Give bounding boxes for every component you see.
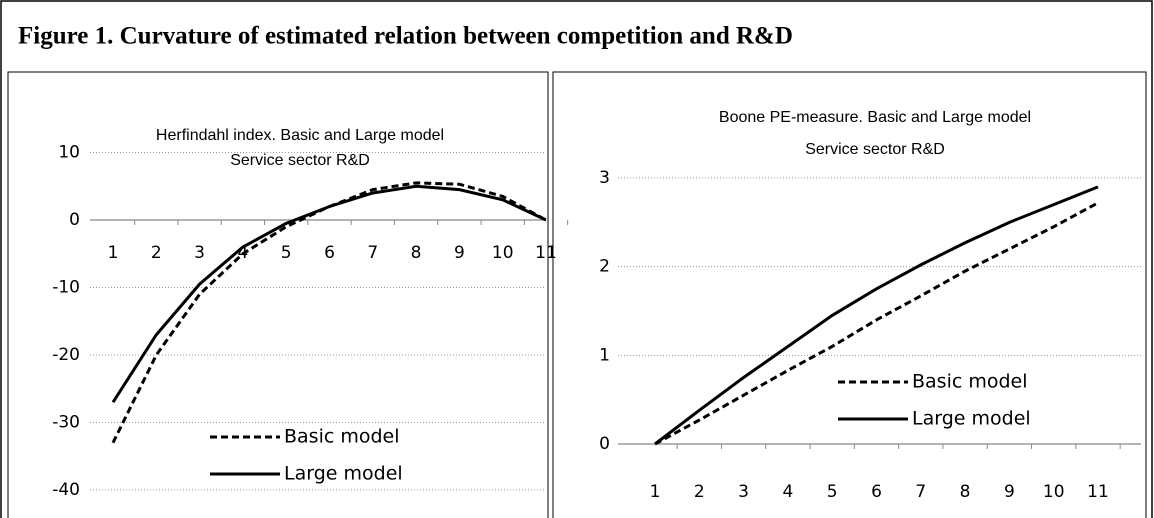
panel-border [7,71,549,518]
line-series [654,185,1099,446]
x-tick-label: 7 [915,482,926,502]
chart-subtitle: Service sector R&D [805,141,945,158]
legend-label: Basic model [912,371,1028,393]
x-tick-label: 9 [454,243,465,263]
chart-subtitle: Service sector R&D [230,152,370,169]
x-tick-label: 1 [650,482,661,502]
legend-label: Basic model [284,426,400,448]
chart-title: Herfindahl index. Basic and Large model [156,127,444,144]
y-tick-label: 2 [599,257,610,277]
y-tick-label: 1 [599,345,610,365]
legend-label: Large model [284,463,403,485]
line-series [111,184,547,404]
legend-label: Large model [912,408,1031,430]
x-tick-label: 3 [738,482,749,502]
x-tick-label: 7 [367,243,378,263]
panel-border [552,71,1147,518]
y-tick-label: 0 [69,210,80,230]
y-tick-label: 3 [599,168,610,188]
x-tick-label: 11 [535,243,557,263]
x-tick-label: 2 [151,243,162,263]
y-tick-label: 0 [599,434,610,454]
x-tick-label: 11 [1087,482,1109,502]
x-tick-label: 2 [694,482,705,502]
x-tick-label: 5 [281,243,292,263]
x-tick-label: 8 [960,482,971,502]
x-tick-label: 4 [782,482,793,502]
x-tick-label: 1 [108,243,119,263]
line-series [654,201,1099,446]
y-tick-label: -30 [52,413,80,433]
x-tick-label: 10 [492,243,514,263]
x-tick-label: 9 [1004,482,1015,502]
x-tick-label: 6 [324,243,335,263]
figure-title: Figure 1. Curvature of estimated relatio… [18,23,793,50]
x-tick-label: 10 [1043,482,1065,502]
y-tick-label: -40 [52,480,80,500]
y-tick-label: -20 [52,345,80,365]
chart-title: Boone PE-measure. Basic and Large model [719,109,1031,126]
x-tick-label: 6 [871,482,882,502]
x-tick-label: 5 [827,482,838,502]
y-tick-label: -10 [52,278,80,298]
x-tick-label: 8 [411,243,422,263]
x-tick-label: 3 [194,243,205,263]
y-tick-label: 10 [58,143,80,163]
